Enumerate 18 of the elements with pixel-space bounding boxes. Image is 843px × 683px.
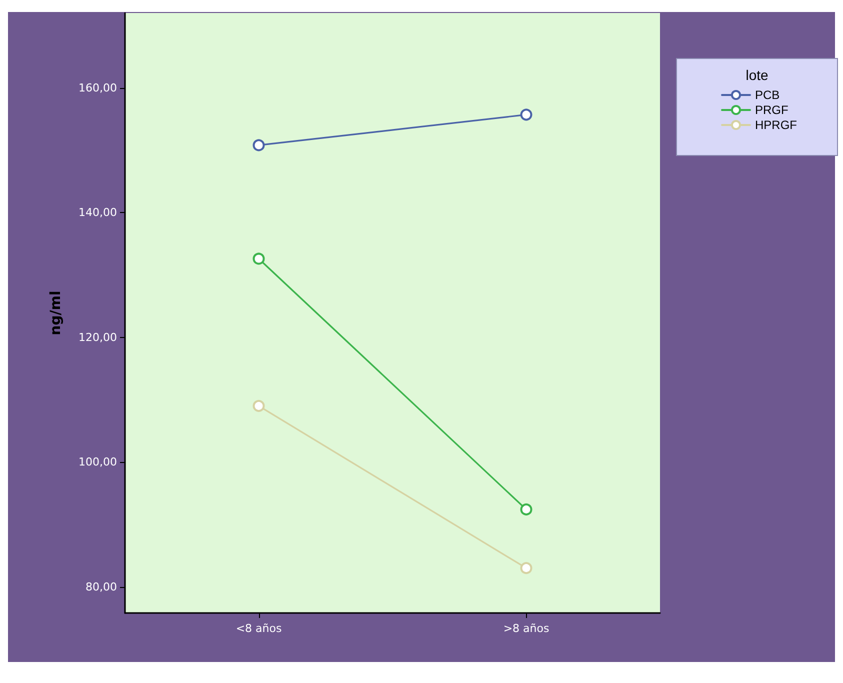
legend-label: PRGF [755,103,788,117]
y-tick-label: 120,00 [78,330,117,344]
x-tick-label: <8 años [236,622,282,635]
point [252,139,265,152]
y-tick-label: 80,00 [86,580,117,594]
point [252,252,265,265]
y-tick-label: 140,00 [78,206,117,220]
legend-label: HPRGF [755,118,797,132]
legend-label: PCB [755,88,780,102]
point [520,503,532,516]
legend-title: lote [744,67,770,83]
point [520,562,532,574]
y-tick-label: 100,00 [78,456,117,469]
point [252,400,265,412]
point [520,108,532,121]
y-tick-label: 160,00 [78,81,117,94]
y-axis-title: ng/ml [48,290,64,336]
x-tick-label: >8 años [503,622,550,635]
